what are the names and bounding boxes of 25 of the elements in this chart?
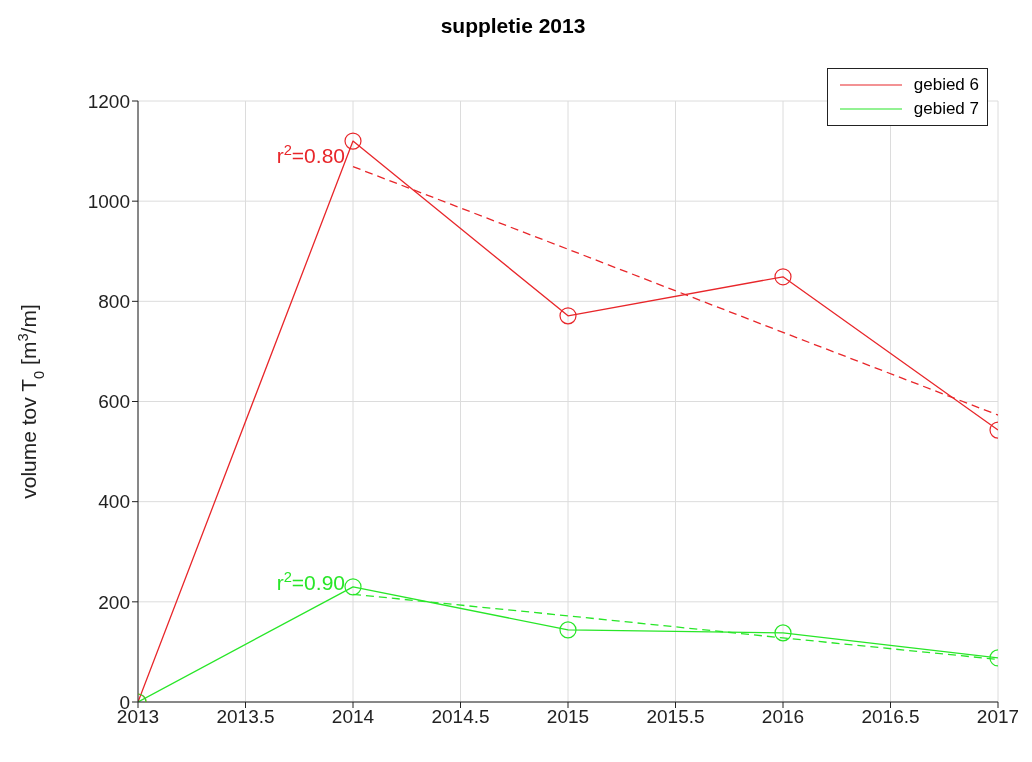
x-tick-label: 2015.5 bbox=[646, 706, 705, 728]
legend-label: gebied 6 bbox=[913, 75, 979, 95]
x-tick-label: 2016 bbox=[761, 706, 805, 728]
y-tick-label: 400 bbox=[98, 491, 130, 513]
y-tick-label: 1200 bbox=[87, 90, 130, 112]
x-tick-label: 2014 bbox=[331, 706, 375, 728]
point bbox=[774, 624, 792, 642]
annotation: r$^{2}$=0.80 bbox=[276, 141, 345, 167]
y-tick-label: 200 bbox=[98, 591, 130, 613]
annotation: r$^{2}$=0.90 bbox=[276, 569, 345, 595]
chart-title: suppletie 2013 bbox=[439, 14, 587, 38]
point bbox=[774, 268, 792, 286]
point bbox=[559, 621, 577, 639]
legend-label: gebied 7 bbox=[913, 99, 979, 119]
point bbox=[344, 132, 362, 150]
y-tick-label: 1000 bbox=[87, 190, 130, 212]
x-tick-label: 2017 bbox=[976, 706, 1020, 728]
y-tick-label: 800 bbox=[98, 291, 130, 313]
x-tick-label: 2014.5 bbox=[431, 706, 490, 728]
x-tick-label: 2016.5 bbox=[861, 706, 920, 728]
y-tick-label: 600 bbox=[98, 391, 130, 413]
point bbox=[344, 578, 362, 596]
x-tick-label: 2013.5 bbox=[216, 706, 275, 728]
point bbox=[559, 307, 577, 325]
x-tick-label: 2015 bbox=[546, 706, 590, 728]
